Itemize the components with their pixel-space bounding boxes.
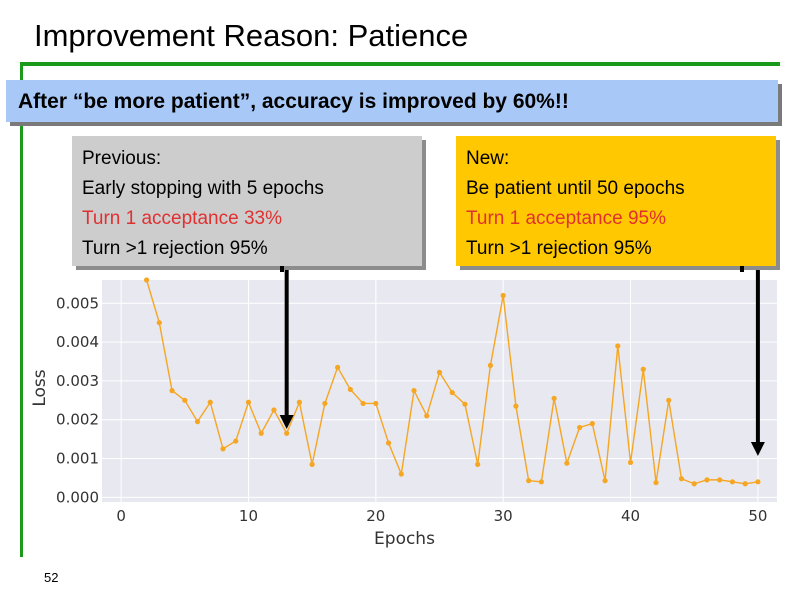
arrow-previous-connector [280, 266, 284, 272]
loss-data-point [398, 471, 404, 477]
new-patience: Be patient until 50 epochs [466, 178, 685, 199]
loss-data-point [284, 430, 290, 436]
loss-chart: 0.000 0.001 0.002 0.003 0.004 0.005 0 10 20 30 40 5… [30, 270, 777, 549]
x-tick-label: 10 [239, 507, 258, 525]
loss-data-point [220, 446, 226, 452]
y-tick-label: 0.001 [56, 450, 99, 468]
slide-title: Improvement Reason: Patience [34, 18, 469, 53]
loss-data-point [627, 459, 634, 466]
loss-data-point [207, 399, 213, 405]
previous-box: Previous: Early stopping with 5 epochs T… [72, 136, 422, 266]
new-box: New: Be patient until 50 epochs Turn 1 a… [456, 136, 776, 266]
x-tick-label: 40 [621, 507, 640, 525]
loss-data-point [755, 479, 761, 485]
summary-banner: After “be more patient”, accuracy is imp… [6, 80, 778, 122]
y-tick-label: 0.002 [56, 411, 99, 429]
loss-data-point [475, 461, 481, 467]
y-tick-label: 0.005 [56, 294, 99, 312]
x-tick-label: 50 [748, 507, 767, 525]
plot-area [102, 280, 777, 502]
arrow-new-connector [740, 266, 744, 272]
loss-data-point [513, 403, 519, 409]
x-tick-label: 0 [116, 507, 126, 525]
x-tick-label: 20 [366, 507, 385, 525]
loss-data-point [347, 386, 353, 393]
previous-acceptance: Turn 1 acceptance 33% [82, 208, 282, 229]
y-axis-label: Loss [30, 369, 50, 406]
title-underline [22, 62, 780, 66]
loss-data-point [704, 477, 710, 483]
loss-data-point [653, 479, 659, 486]
loss-data-point [564, 460, 570, 466]
loss-data-point [500, 292, 506, 299]
x-tick-label: 30 [494, 507, 513, 525]
new-heading: New: [466, 148, 510, 169]
loss-data-point [729, 479, 736, 485]
new-acceptance: Turn 1 acceptance 95% [466, 208, 666, 229]
loss-data-point [462, 401, 468, 407]
arrow-previous-stop-head [279, 415, 294, 429]
left-border [20, 62, 23, 557]
loss-data-point [538, 479, 544, 485]
loss-data-point [640, 366, 646, 372]
loss-data-point [678, 476, 685, 482]
loss-data-point [182, 397, 188, 403]
loss-data-point [169, 388, 175, 394]
y-tick-label: 0.004 [56, 333, 99, 351]
loss-data-point [436, 369, 443, 375]
loss-data-point [717, 477, 723, 483]
loss-data-point [309, 461, 315, 467]
previous-heading: Previous: [82, 148, 162, 169]
loss-data-point [156, 320, 162, 326]
loss-data-point [551, 395, 557, 401]
loss-data-point [335, 364, 341, 370]
y-tick-label: 0.000 [56, 488, 99, 506]
loss-data-point [322, 400, 328, 407]
new-rejection: Turn >1 rejection 95% [466, 238, 652, 259]
loss-data-point [526, 478, 532, 484]
loss-data-point [411, 388, 417, 394]
loss-data-point [449, 389, 455, 396]
loss-data-point [194, 419, 201, 425]
arrow-new-stop-head [750, 442, 765, 456]
loss-data-point [487, 362, 494, 368]
loss-data-point [576, 424, 583, 431]
loss-data-point [742, 481, 748, 487]
previous-rejection: Turn >1 rejection 95% [82, 238, 268, 259]
loss-data-point [424, 413, 430, 419]
banner-text: After “be more patient”, accuracy is imp… [18, 90, 569, 113]
loss-data-point [373, 400, 379, 407]
loss-data-point [143, 277, 150, 283]
loss-data-point [385, 440, 392, 446]
loss-data-point [615, 343, 621, 349]
loss-data-point [271, 407, 277, 413]
loss-data-point [589, 421, 595, 427]
y-tick-label: 0.003 [56, 372, 99, 390]
loss-data-point [602, 478, 608, 484]
loss-data-point [360, 400, 366, 407]
loss-data-point [296, 399, 303, 405]
x-axis-label: Epochs [374, 529, 435, 549]
loss-data-point [258, 430, 264, 436]
loss-data-point [666, 397, 672, 403]
previous-early-stopping: Early stopping with 5 epochs [82, 178, 324, 199]
loss-data-point [245, 399, 252, 405]
loss-data-point [691, 481, 697, 487]
slide-number: 52 [44, 570, 59, 585]
loss-data-point [233, 438, 239, 444]
